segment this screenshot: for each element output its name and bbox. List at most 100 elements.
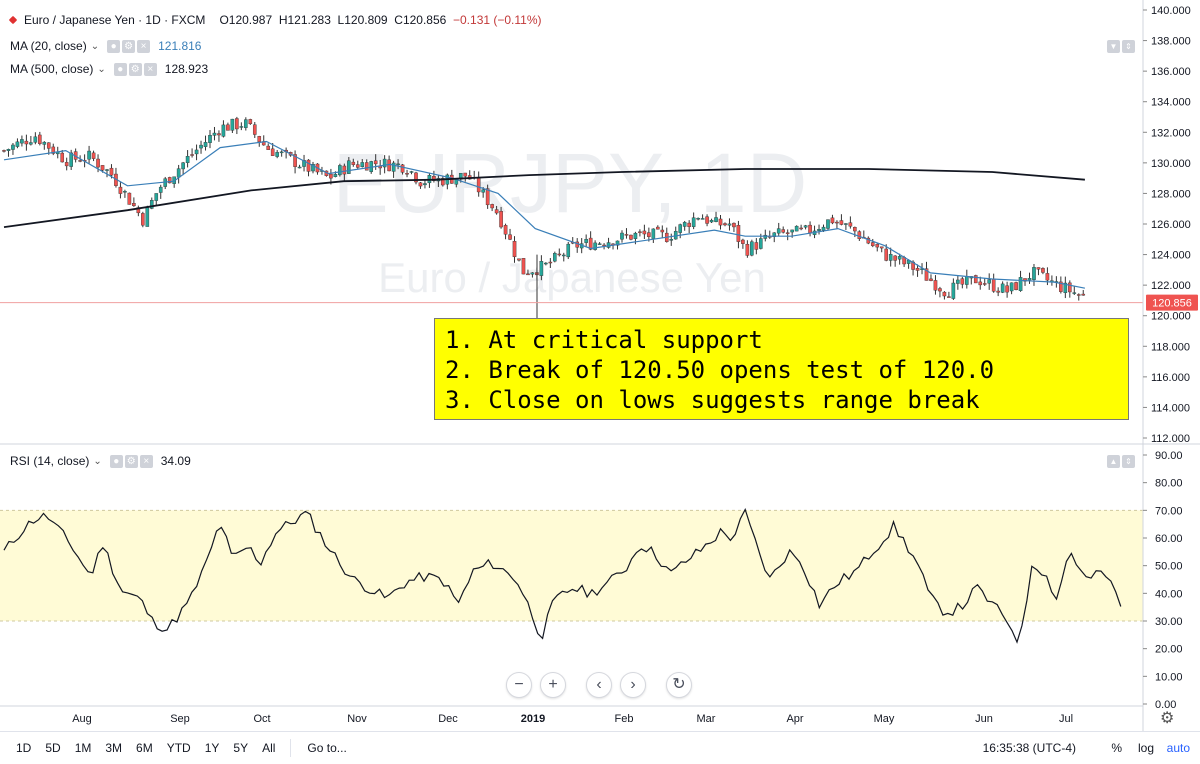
time-tick-label: Sep xyxy=(170,713,190,725)
scroll-right-button[interactable]: › xyxy=(620,672,646,698)
zoom-out-button[interactable]: − xyxy=(506,672,532,698)
close-icon[interactable]: × xyxy=(139,454,153,468)
candle-down xyxy=(1005,285,1009,293)
ma20-label[interactable]: MA (20, close) xyxy=(10,39,87,53)
candle-down xyxy=(1041,268,1045,273)
candle-up xyxy=(275,152,279,157)
price-tick-label: 126.000 xyxy=(1151,219,1191,231)
time-tick-label: Feb xyxy=(615,713,634,725)
auto-toggle[interactable]: auto xyxy=(1166,741,1190,755)
timeframe-3m[interactable]: 3M xyxy=(105,741,123,755)
maximize-icon[interactable]: ⇕ xyxy=(1122,40,1135,53)
ma20-value: 121.816 xyxy=(158,39,202,53)
time-tick-label: Dec xyxy=(438,713,458,725)
timeframe-1d[interactable]: 1D xyxy=(16,741,32,755)
candle-down xyxy=(929,278,933,281)
settings-icon[interactable]: ⚙ xyxy=(124,454,138,468)
candle-up xyxy=(566,243,571,258)
chevron-down-icon[interactable]: ⌄ xyxy=(97,63,106,75)
candle-up xyxy=(584,238,588,243)
candle-up xyxy=(794,225,799,232)
timeframe-1y[interactable]: 1Y xyxy=(204,741,220,755)
candle-up xyxy=(29,142,33,145)
candle-down xyxy=(373,160,378,165)
candle-down xyxy=(400,164,405,173)
symbol-legend[interactable]: Euro / Japanese Yen · 1D · FXCM O120.987… xyxy=(8,10,542,30)
settings-icon[interactable]: ⚙ xyxy=(122,39,136,53)
candle-up xyxy=(615,240,620,246)
annotation-line-2: 2. Break of 120.50 opens test of 120.0 xyxy=(445,356,995,384)
rsi-legend[interactable]: RSI (14, close) ⌄ ● ⚙ × 34.09 xyxy=(10,451,191,471)
candle-up xyxy=(956,279,960,284)
candle-up xyxy=(700,218,705,220)
scroll-left-button[interactable]: ‹ xyxy=(586,672,612,698)
eye-icon[interactable]: ● xyxy=(113,62,127,76)
timeframe-6m[interactable]: 6M xyxy=(136,741,153,755)
candle-down xyxy=(781,229,786,233)
candle-down xyxy=(24,140,29,145)
zoom-controls: − + xyxy=(506,672,566,698)
candle-up xyxy=(759,238,763,249)
eye-icon[interactable]: ● xyxy=(107,39,121,53)
candle-up xyxy=(1018,277,1023,291)
percent-toggle[interactable]: % xyxy=(1111,741,1122,755)
timeframe-all[interactable]: All xyxy=(262,741,276,755)
rsi-tick-label: 50.00 xyxy=(1155,561,1183,573)
eye-icon[interactable]: ● xyxy=(109,454,123,468)
candle-up xyxy=(181,162,185,170)
timeframe-1m[interactable]: 1M xyxy=(74,741,92,755)
candle-down xyxy=(924,268,929,281)
ma500-legend[interactable]: MA (500, close) ⌄ ● ⚙ × 128.923 xyxy=(10,59,208,79)
candle-up xyxy=(20,139,24,144)
candle-down xyxy=(893,255,897,261)
candle-down xyxy=(217,133,221,136)
study-buttons: ● ⚙ × xyxy=(113,62,157,76)
chevron-down-icon[interactable]: ⌄ xyxy=(93,455,102,467)
candle-down xyxy=(884,248,889,261)
candle-up xyxy=(593,242,597,250)
candle-up xyxy=(669,239,674,241)
candle-up xyxy=(714,217,718,222)
candle-up xyxy=(6,148,11,151)
close-icon[interactable]: × xyxy=(143,62,157,76)
settings-gear-icon[interactable]: ⚙ xyxy=(1160,710,1175,727)
open-value: O120.987 xyxy=(219,13,273,27)
price-tick-label: 130.000 xyxy=(1151,158,1191,170)
candle-down xyxy=(830,217,835,224)
annotation-box[interactable]: 1. At critical support 2. Break of 120.5… xyxy=(434,318,1129,420)
candle-down xyxy=(991,278,996,292)
collapse-icon[interactable]: ▼ xyxy=(1107,40,1120,53)
candle-down xyxy=(624,234,629,236)
close-value: C120.856 xyxy=(394,13,447,27)
timeframe-ytd[interactable]: YTD xyxy=(166,741,191,755)
candle-down xyxy=(638,231,642,233)
reset-chart-button[interactable]: ↻ xyxy=(666,672,692,698)
rsi-tick-label: 70.00 xyxy=(1155,505,1183,517)
candle-down xyxy=(839,220,844,225)
candle-up xyxy=(803,225,808,228)
close-icon[interactable]: × xyxy=(137,39,151,53)
goto-button[interactable]: Go to... xyxy=(307,741,347,755)
candle-up xyxy=(821,226,826,231)
zoom-in-button[interactable]: + xyxy=(540,672,566,698)
timeframe-5y[interactable]: 5Y xyxy=(233,741,249,755)
ma500-label[interactable]: MA (500, close) xyxy=(10,62,94,76)
move-up-icon[interactable]: ▲ xyxy=(1107,455,1120,468)
rsi-tick-label: 40.00 xyxy=(1155,588,1183,600)
settings-icon[interactable]: ⚙ xyxy=(128,62,142,76)
rsi-label[interactable]: RSI (14, close) xyxy=(10,454,90,468)
candle-up xyxy=(1027,278,1032,281)
symbol-title[interactable]: Euro / Japanese Yen · 1D · FXCM xyxy=(24,13,206,27)
candle-down xyxy=(996,290,1000,293)
candle-up xyxy=(790,229,794,233)
time-tick-label: May xyxy=(874,713,895,725)
chevron-down-icon[interactable]: ⌄ xyxy=(90,40,100,52)
timeframe-5d[interactable]: 5D xyxy=(45,741,61,755)
candle-down xyxy=(490,204,494,209)
candle-down xyxy=(257,136,262,142)
ma20-legend[interactable]: MA (20, close) ⌄ ● ⚙ × 121.816 xyxy=(10,36,201,56)
clock-label[interactable]: 16:35:38 (UTC-4) xyxy=(982,741,1076,755)
log-toggle[interactable]: log xyxy=(1137,741,1154,755)
maximize-icon[interactable]: ⇕ xyxy=(1122,455,1135,468)
